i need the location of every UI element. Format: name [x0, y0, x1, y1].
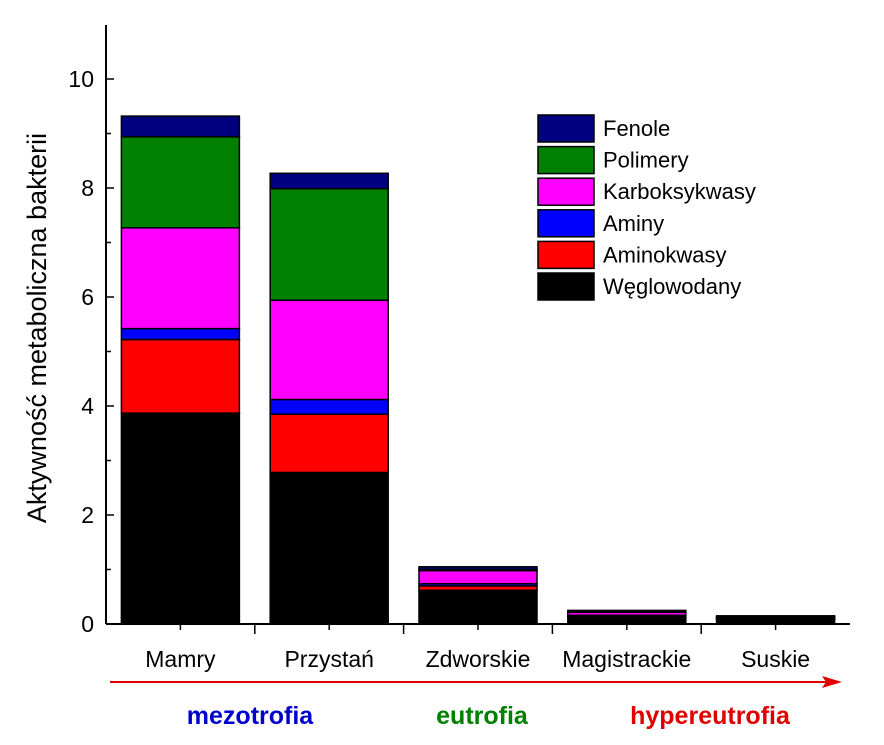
legend-label: Fenole: [603, 116, 670, 141]
y-tick-label: 4: [81, 393, 94, 419]
bar-segment-mamry-3: [120, 227, 241, 330]
trophic-arrow-head: [822, 676, 842, 688]
bar-segment-przystań-3: [269, 299, 389, 401]
trophic-scale: mezotrofia eutrofia hypereutrofia: [110, 676, 842, 730]
x-tick-label: Zdworskie: [426, 646, 531, 672]
x-tick-label: Suskie: [741, 646, 810, 672]
x-tick-label: Mamry: [145, 646, 216, 672]
y-tick-label: 6: [81, 284, 94, 310]
y-tick-label: 8: [81, 175, 94, 201]
trophic-label-2: hypereutrofia: [630, 702, 791, 730]
bar-segment-mamry-2: [120, 327, 241, 341]
bar-segment-magistrackie-5: [567, 609, 687, 613]
bar-segment-przystań-0: [269, 471, 389, 625]
legend-label: Polimery: [603, 148, 689, 173]
legend-swatch: [537, 177, 595, 206]
legend-label: Aminy: [603, 211, 664, 236]
bar-segment-mamry-5: [120, 115, 241, 138]
y-tick-label: 0: [81, 611, 94, 637]
trophic-label-0: mezotrofia: [187, 702, 315, 730]
legend-label: Karboksykwasy: [603, 179, 756, 204]
bar-segment-mamry-1: [120, 338, 241, 414]
legend-swatch: [537, 145, 595, 175]
bar-segment-suskie-5: [715, 615, 836, 618]
y-tick-label: 2: [81, 502, 94, 528]
legend-label: Aminokwasy: [603, 242, 726, 267]
bar-segment-zdworskie-3: [418, 569, 538, 585]
trophic-label-1: eutrofia: [436, 702, 529, 730]
bar-segment-mamry-0: [120, 412, 241, 625]
x-tick-label: Magistrackie: [562, 646, 691, 672]
y-axis-label: Aktywność metaboliczna bakterii: [22, 133, 52, 523]
bar-segment-zdworskie-5: [418, 566, 538, 571]
legend-swatch: [537, 272, 595, 301]
y-tick-label: 10: [68, 66, 94, 92]
bar-segment-przystań-4: [269, 187, 389, 301]
bar-segment-przystań-1: [269, 413, 389, 474]
bar-segment-mamry-4: [120, 136, 241, 229]
legend-swatch: [537, 114, 595, 143]
legend: Fenole Polimery Karboksykwasy Aminy Aminokwa…: [537, 114, 756, 301]
bar-segment-przystań-2: [269, 398, 389, 415]
plot-area: [120, 115, 836, 625]
x-tick-label: Przystań: [284, 646, 373, 672]
legend-swatch: [537, 240, 595, 270]
bar-segment-zdworskie-0: [418, 589, 538, 625]
legend-swatch: [537, 209, 595, 238]
bar-segment-przystań-5: [269, 172, 389, 190]
axes: Mamry Przystań Zdworskie Magistrackie Suskie…: [68, 25, 850, 672]
legend-label: Węglowodany: [603, 274, 741, 299]
